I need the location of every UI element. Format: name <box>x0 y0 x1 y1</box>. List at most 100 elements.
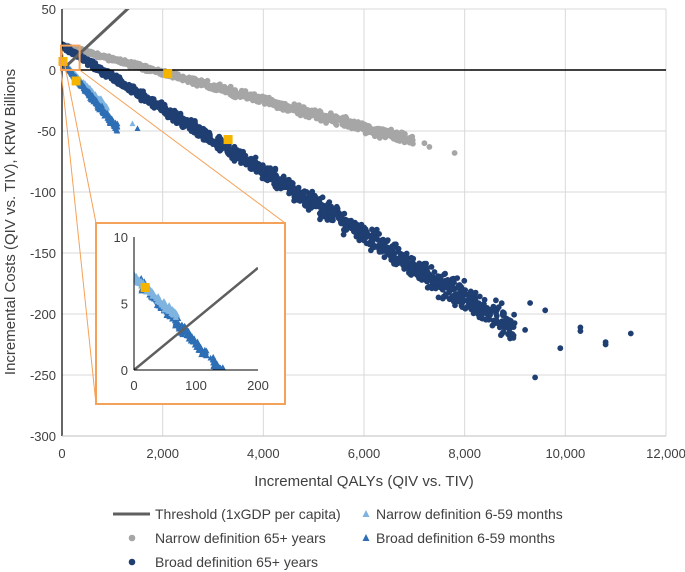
point-narrow-65 <box>382 127 388 133</box>
point-broad-65 <box>323 214 329 220</box>
point-narrow-65 <box>100 52 107 59</box>
point-narrow-65 <box>198 82 205 89</box>
point-broad-65 <box>422 261 429 268</box>
point-broad-65 <box>456 292 463 299</box>
point-broad-65 <box>391 259 397 266</box>
inset-point-broad-child <box>188 336 195 343</box>
point-broad-65 <box>426 283 433 290</box>
point-broad-65 <box>267 169 274 176</box>
point-narrow-65 <box>359 125 365 132</box>
inset-y-tick-label: 10 <box>114 230 128 245</box>
point-broad-65 <box>271 176 277 183</box>
point-narrow-65 <box>256 99 262 105</box>
point-narrow-65 <box>391 131 398 138</box>
legend-narrow-child-label: Narrow definition 6-59 months <box>376 506 563 522</box>
inset-point-broad-child <box>193 344 200 350</box>
point-broad-65 <box>361 224 367 231</box>
point-broad-65 <box>498 300 505 307</box>
point-broad-65 <box>390 244 397 251</box>
point-broad-65 <box>341 210 348 217</box>
point-broad-65 <box>479 315 486 322</box>
point-broad-65 <box>395 260 402 266</box>
point-broad-65 <box>459 298 466 305</box>
point-broad-65 <box>522 327 528 333</box>
inset-x-tick-label: 0 <box>130 378 137 393</box>
point-broad-65 <box>389 253 395 260</box>
y-tick-label: -150 <box>30 246 56 261</box>
point-broad-65 <box>410 256 416 263</box>
point-narrow-65 <box>306 114 312 121</box>
legend-narrow-child-swatch <box>362 510 370 517</box>
point-broad-65 <box>315 197 321 204</box>
legend-broad-child-label: Broad definition 6-59 months <box>376 530 555 546</box>
point-broad-65 <box>340 231 347 238</box>
point-narrow-65 <box>376 125 382 132</box>
inset-point-broad-child <box>176 321 183 328</box>
point-broad-65 <box>226 151 232 158</box>
point-broad-65 <box>149 98 156 105</box>
y-tick-label: -200 <box>30 307 56 322</box>
point-broad-65 <box>188 128 195 135</box>
point-broad-65 <box>362 230 369 237</box>
point-broad-65 <box>451 294 458 300</box>
point-broad-65 <box>259 171 265 177</box>
point-broad-65 <box>248 166 255 173</box>
legend: Threshold (1xGDP per capita) Narrow defi… <box>113 506 563 570</box>
inset-point-broad-child <box>153 302 160 308</box>
point-narrow-65 <box>298 112 304 118</box>
point-broad-65 <box>577 328 584 334</box>
point-narrow-65 <box>242 92 249 99</box>
point-narrow-65 <box>225 89 232 96</box>
point-broad-65 <box>437 284 443 291</box>
point-broad-65 <box>376 231 382 237</box>
point-broad-65 <box>381 254 388 261</box>
y-tick-labels: 50 0 -50 -100 -150 -200 -250 -300 <box>30 2 56 444</box>
inset-point-narrow-child <box>135 280 142 286</box>
point-narrow-65 <box>263 96 269 103</box>
point-broad-65 <box>424 269 431 276</box>
inset-point-narrow-child <box>134 273 138 279</box>
inset-point-narrow-child <box>173 311 180 318</box>
point-narrow-65 <box>399 131 406 138</box>
point-broad-65 <box>449 285 456 292</box>
point-narrow-65 <box>291 104 297 111</box>
point-broad-65 <box>477 309 483 316</box>
inset-point-broad-child <box>172 319 179 326</box>
point-narrow-65 <box>401 136 408 143</box>
point-broad-65 <box>313 203 319 210</box>
point-broad-child <box>85 91 92 98</box>
point-narrow-65 <box>379 131 385 138</box>
point-narrow-65 <box>247 94 253 101</box>
inset-frame <box>95 222 286 405</box>
point-broad-65 <box>435 273 441 280</box>
point-broad-child <box>88 93 95 99</box>
inset-point-narrow-child <box>150 293 157 299</box>
point-broad-65 <box>503 315 510 322</box>
inset-point-broad-child <box>189 333 196 339</box>
y-axis-title: Incremental Costs (QIV vs. TIV), KRW Bil… <box>2 69 19 375</box>
connector-line <box>79 69 286 224</box>
point-broad-65 <box>138 88 145 95</box>
point-broad-65 <box>158 107 165 114</box>
point-broad-65 <box>259 175 266 182</box>
point-broad-65 <box>105 72 112 78</box>
point-broad-65 <box>419 274 426 280</box>
inset-point-broad-child <box>203 347 210 354</box>
point-broad-65 <box>89 61 96 68</box>
point-broad-65 <box>291 197 297 204</box>
legend-broad-child-swatch <box>362 534 370 541</box>
point-broad-65 <box>459 304 466 310</box>
point-broad-65 <box>339 215 345 222</box>
point-narrow-65 <box>340 121 347 128</box>
point-narrow-65 <box>421 140 428 147</box>
y-tick-label: 0 <box>49 63 56 78</box>
point-broad-65 <box>462 287 469 293</box>
point-broad-65 <box>493 297 499 304</box>
point-broad-child <box>91 95 98 102</box>
point-narrow-65 <box>141 66 147 72</box>
inset-point-narrow-child <box>150 290 157 296</box>
point-narrow-65 <box>88 50 95 56</box>
x-tick-label: 2,000 <box>146 446 179 461</box>
connector-line <box>60 45 97 224</box>
point-narrow-65 <box>321 113 328 120</box>
